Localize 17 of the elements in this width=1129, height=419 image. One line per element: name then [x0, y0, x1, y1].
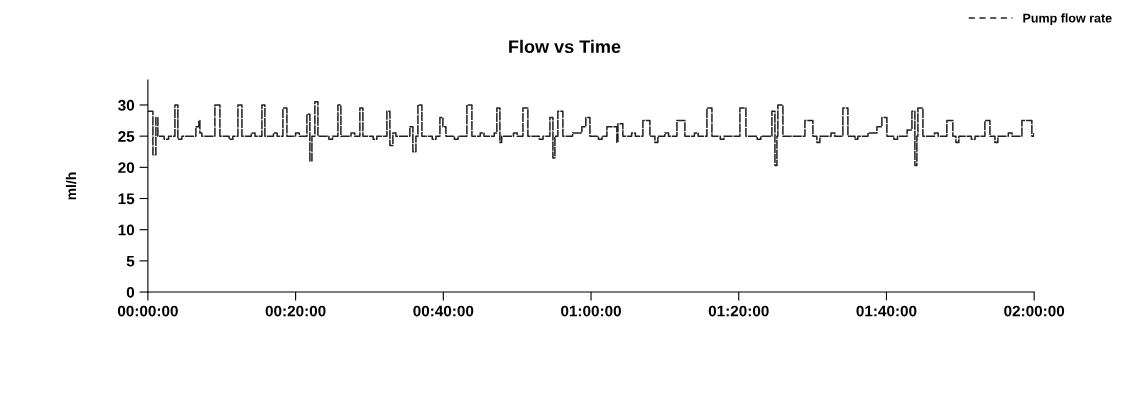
y-tick-label: 0: [126, 286, 135, 298]
x-tick-label: 02:00:00: [1004, 305, 1065, 317]
x-tick-label: 00:20:00: [265, 305, 326, 317]
y-tick-label: 25: [118, 131, 135, 142]
y-tick-label: 30: [118, 99, 135, 111]
x-tick-label: 01:20:00: [708, 305, 769, 317]
x-tick-label: 01:00:00: [561, 305, 621, 317]
x-tick-label: 00:40:00: [413, 305, 474, 317]
y-tick-label: 20: [118, 162, 135, 174]
y-tick-label: 10: [118, 224, 135, 236]
legend-label: Pump flow rate: [1023, 13, 1112, 25]
x-tick-label: 00:00:00: [117, 305, 178, 317]
y-tick-label: 5: [126, 255, 135, 267]
y-tick-label: 15: [118, 193, 135, 205]
chart-title: Flow vs Time: [509, 39, 621, 54]
y-axis-title: ml/h: [65, 172, 77, 200]
x-tick-label: 01:40:00: [856, 305, 917, 317]
